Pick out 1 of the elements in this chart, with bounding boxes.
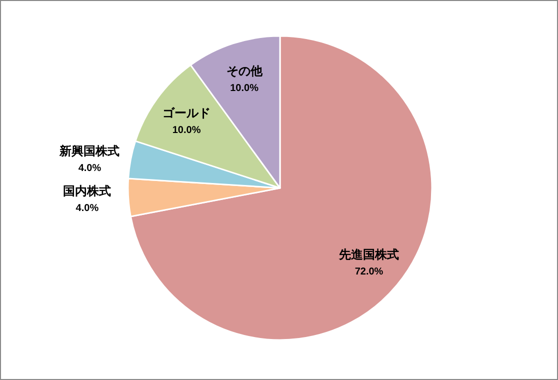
pie-slice: [130, 35, 433, 341]
